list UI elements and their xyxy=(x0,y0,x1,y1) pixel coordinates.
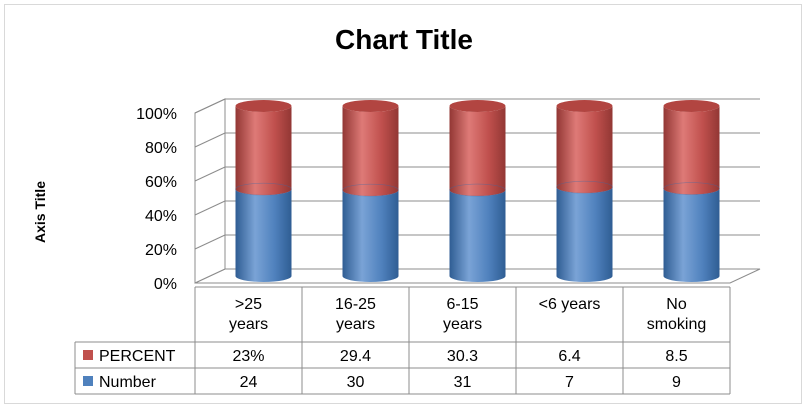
gridline-wall xyxy=(194,132,226,148)
y-tick-label: 40% xyxy=(145,208,177,225)
data-label: 29.4 xyxy=(340,348,371,365)
bar-seam xyxy=(235,182,292,196)
x-tick-label: years xyxy=(336,316,375,333)
y-tick-label: 20% xyxy=(145,242,177,259)
bar-seam xyxy=(449,183,506,197)
bar-number xyxy=(235,189,292,282)
bar-percent xyxy=(449,106,506,197)
x-tick-label: years xyxy=(443,316,482,333)
data-label: 23% xyxy=(232,348,264,365)
y-tick-label: 100% xyxy=(136,106,177,123)
y-tick-label: 60% xyxy=(145,174,177,191)
bar-number xyxy=(449,190,506,282)
bar-seam xyxy=(342,183,399,197)
data-label: 30.3 xyxy=(447,348,478,365)
x-tick-label: >25 xyxy=(235,296,262,313)
data-label: 6.4 xyxy=(558,348,580,365)
x-tick-label: No xyxy=(666,296,687,313)
bar-percent xyxy=(663,106,720,195)
y-tick-label: 80% xyxy=(145,140,177,157)
gridline-wall xyxy=(194,166,226,182)
legend-key xyxy=(83,350,93,360)
x-tick-label: 16-25 xyxy=(335,296,376,313)
data-label: 7 xyxy=(565,374,574,391)
gridline-wall xyxy=(194,200,226,216)
bar-top-cap xyxy=(556,100,613,112)
x-tick-label: <6 years xyxy=(539,296,601,313)
plot-left-wall xyxy=(194,98,226,284)
x-tick-label: smoking xyxy=(647,316,707,333)
data-label: 9 xyxy=(672,374,681,391)
bar-seam xyxy=(663,182,720,195)
x-tick-label: years xyxy=(229,316,268,333)
bar-percent xyxy=(342,106,399,197)
legend-key xyxy=(83,376,93,386)
bar-number xyxy=(342,190,399,282)
legend-label: Number xyxy=(99,374,157,391)
data-label: 24 xyxy=(240,374,258,391)
bar-top-cap xyxy=(663,100,720,112)
chart-title: Chart Title xyxy=(335,24,473,55)
data-label: 31 xyxy=(454,374,472,391)
data-label: 8.5 xyxy=(665,348,687,365)
gridline-wall xyxy=(194,234,226,250)
bar-percent xyxy=(556,106,613,194)
bar-top-cap xyxy=(235,100,292,112)
x-tick-label: 6-15 xyxy=(446,296,478,313)
bar-percent xyxy=(235,106,292,196)
bar-top-cap xyxy=(449,100,506,112)
bar-number xyxy=(556,187,613,282)
bar-number xyxy=(663,188,720,282)
gridline-wall xyxy=(194,98,226,114)
data-label: 30 xyxy=(347,374,365,391)
legend-label: PERCENT xyxy=(99,348,176,365)
bar-top-cap xyxy=(342,100,399,112)
y-tick-label: 0% xyxy=(154,276,177,293)
bar-seam xyxy=(556,180,613,194)
